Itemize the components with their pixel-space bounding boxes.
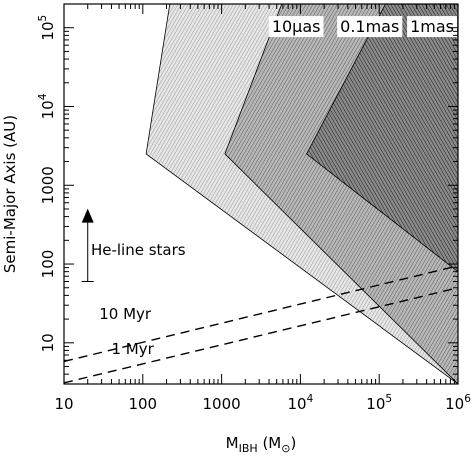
x-tick-label: 105	[366, 393, 392, 413]
arrow-head	[81, 208, 94, 223]
y-tick-label: 104	[37, 93, 57, 119]
x-tick-label: 10	[54, 395, 73, 413]
region-label-bg	[268, 16, 324, 38]
plot-border	[63, 3, 459, 385]
age-line	[64, 265, 458, 363]
axis-titles: MIBH (M⊙) Semi-Major Axis (AU)	[1, 115, 296, 455]
x-tick-label: 1000	[203, 395, 241, 413]
x-tick-label: 104	[288, 393, 314, 413]
annotation-label: He-line stars	[91, 241, 186, 259]
age-line-label: 10 Myr	[99, 305, 152, 323]
y-tick-label: 1000	[39, 166, 57, 204]
y-tick-label: 10	[39, 333, 57, 352]
y-axis: 10 100 1000 104 105	[37, 3, 458, 385]
y-tick-label: 105	[37, 15, 57, 41]
x-tick-label: 100	[128, 395, 157, 413]
y-axis-title: Semi-Major Axis (AU)	[1, 115, 19, 273]
x-tick-label: 106	[445, 393, 471, 413]
region-label: 0.1mas	[340, 17, 399, 36]
age-line-label: 1 Myr	[111, 340, 154, 358]
age-line	[64, 287, 458, 384]
x-axis: 10 100 1000 104 105 106	[54, 4, 471, 413]
y-tick-label: 100	[39, 250, 57, 279]
shaded-regions: 10μas 0.1mas 1mas	[145, 4, 458, 384]
plot-frame	[63, 3, 459, 385]
age-lines: 10 Myr 1 Myr	[64, 265, 458, 384]
region-label-bg	[407, 16, 457, 38]
region-label: 1mas	[410, 17, 454, 36]
x-axis-title: MIBH (M⊙)	[226, 434, 297, 455]
region-label-bg	[337, 16, 403, 38]
annotations: He-line stars	[81, 208, 186, 283]
region-label: 10μas	[272, 17, 321, 36]
region-3	[306, 4, 458, 273]
